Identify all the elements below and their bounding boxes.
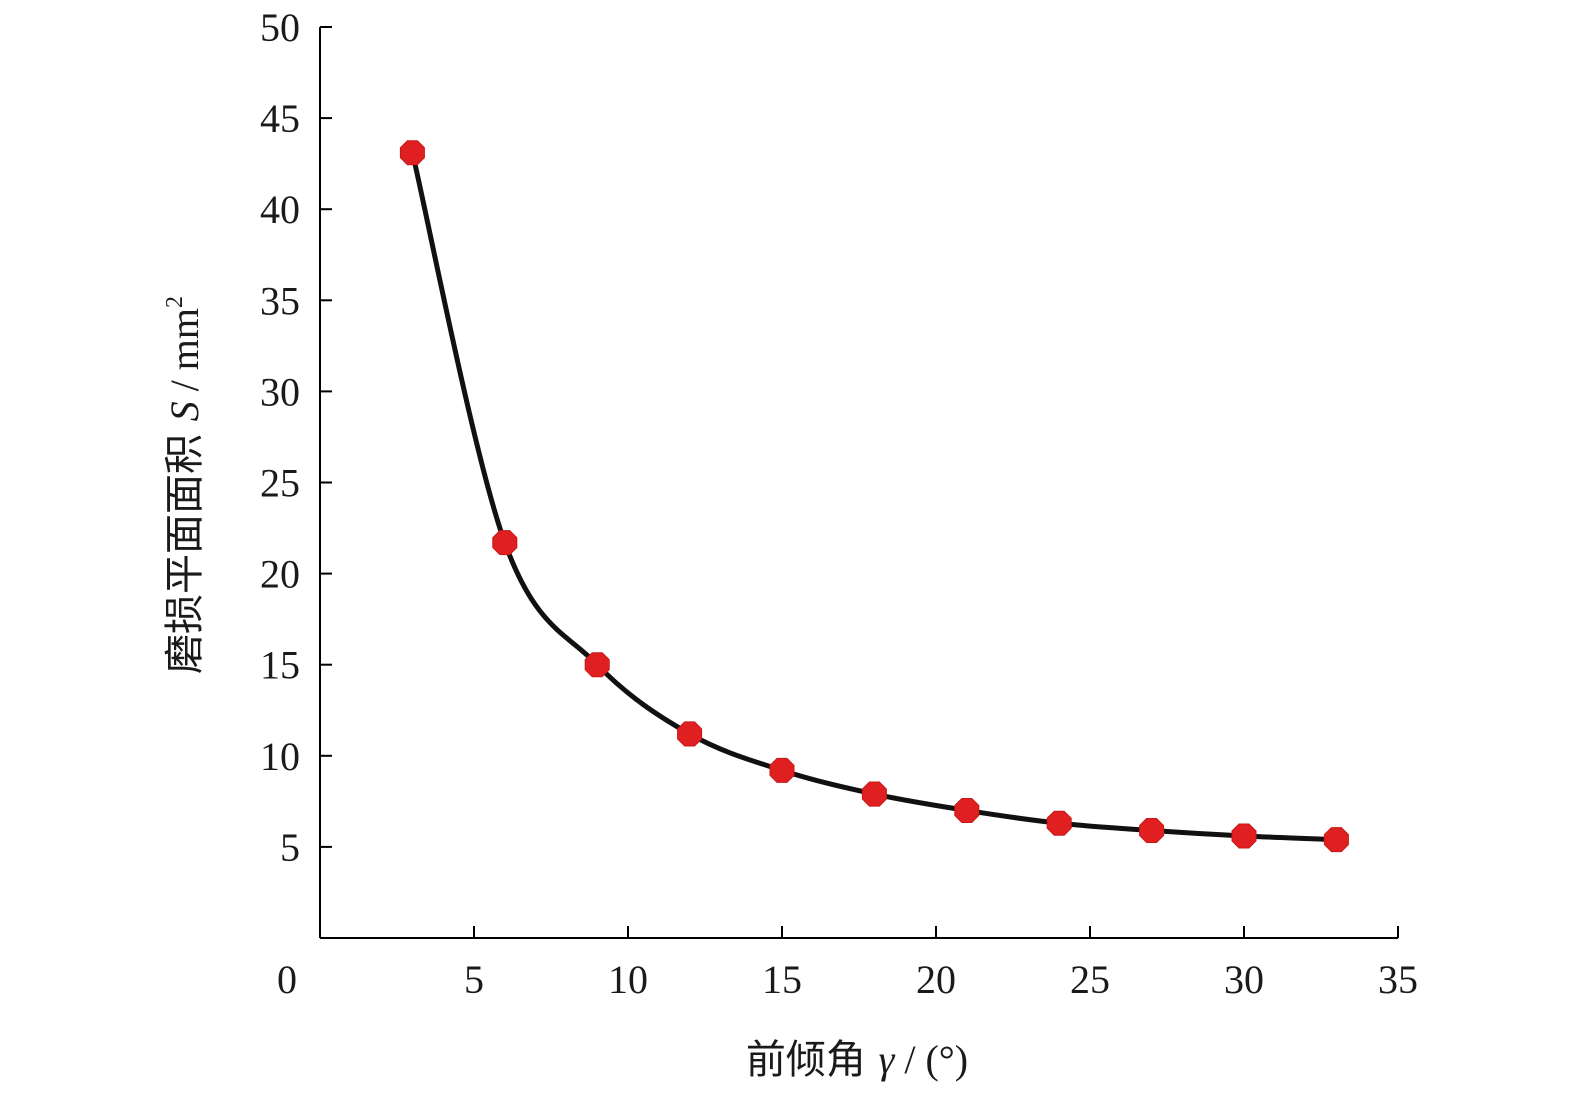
y-tick-label: 30 — [260, 369, 300, 414]
data-point-marker — [1231, 823, 1257, 849]
y-axis-title-superscript: 2 — [162, 296, 188, 308]
x-axis-title-prefix: 前倾角 — [746, 1037, 879, 1083]
x-axis-title: 前倾角 γ / (°) — [746, 1037, 968, 1083]
y-tick-label: 15 — [260, 643, 300, 688]
y-tick-label: 45 — [260, 96, 300, 141]
data-point-marker — [399, 140, 425, 166]
data-point-marker — [677, 721, 703, 747]
x-tick-label: 30 — [1224, 957, 1264, 1002]
y-axis-title-unit: / mm — [162, 308, 207, 401]
data-point-marker — [769, 757, 795, 783]
y-axis-title-symbol: S — [162, 401, 207, 421]
axes — [319, 27, 1398, 939]
x-tick-label: 5 — [464, 957, 484, 1002]
y-axis-title: 磨损平面面积 S / mm2 — [162, 296, 208, 674]
y-tick-label: 20 — [260, 552, 300, 597]
y-axis-title-prefix: 磨损平面面积 — [162, 421, 208, 674]
y-tick-label: 35 — [260, 278, 300, 323]
data-point-marker — [1046, 810, 1072, 836]
y-tick-label: 40 — [260, 187, 300, 232]
x-tick-label: 0 — [277, 957, 297, 1002]
x-tick-label: 20 — [916, 957, 956, 1002]
x-tick-label: 35 — [1378, 957, 1418, 1002]
data-point-marker — [492, 530, 518, 556]
series-line — [409, 150, 1339, 843]
data-point-marker — [954, 797, 980, 823]
y-axis-ticks: 5 10 15 20 25 30 35 40 45 50 — [260, 5, 332, 870]
data-point-marker — [861, 781, 887, 807]
x-tick-label: 25 — [1070, 957, 1110, 1002]
x-tick-label: 10 — [608, 957, 648, 1002]
data-point-marker — [584, 652, 610, 678]
data-point-marker — [1139, 817, 1165, 844]
x-axis-ticks: 0 5 10 15 20 25 30 35 — [277, 926, 1418, 1002]
series — [399, 140, 1349, 853]
y-tick-label: 10 — [260, 734, 300, 779]
y-tick-label: 50 — [260, 5, 300, 50]
x-tick-label: 15 — [762, 957, 802, 1002]
x-axis-title-unit: / (°) — [894, 1037, 968, 1082]
y-tick-label: 5 — [280, 825, 300, 870]
data-point-marker — [1323, 827, 1349, 853]
x-axis-title-symbol: γ — [879, 1037, 896, 1082]
y-tick-label: 25 — [260, 461, 300, 506]
